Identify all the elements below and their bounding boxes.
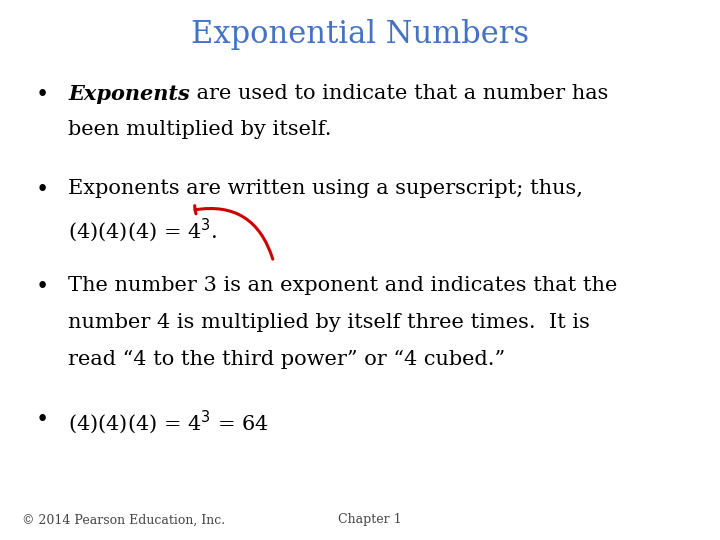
Text: •: • xyxy=(36,276,49,299)
Text: read “4 to the third power” or “4 cubed.”: read “4 to the third power” or “4 cubed.… xyxy=(68,350,505,369)
Text: Exponents are written using a superscript; thus,: Exponents are written using a superscrip… xyxy=(68,179,583,198)
Text: •: • xyxy=(36,84,49,106)
Text: Exponents: Exponents xyxy=(68,84,190,104)
Text: Exponential Numbers: Exponential Numbers xyxy=(191,19,529,50)
Text: The number 3 is an exponent and indicates that the: The number 3 is an exponent and indicate… xyxy=(68,276,618,295)
Text: © 2014 Pearson Education, Inc.: © 2014 Pearson Education, Inc. xyxy=(22,514,225,526)
Text: •: • xyxy=(36,179,49,201)
Text: •: • xyxy=(36,409,49,431)
Text: (4)(4)(4) = 4$^{3}$.: (4)(4)(4) = 4$^{3}$. xyxy=(68,216,218,244)
Text: been multiplied by itself.: been multiplied by itself. xyxy=(68,120,332,139)
Text: are used to indicate that a number has: are used to indicate that a number has xyxy=(190,84,608,103)
Text: number 4 is multiplied by itself three times.  It is: number 4 is multiplied by itself three t… xyxy=(68,313,590,332)
Text: (4)(4)(4) = 4$^{3}$ = 64: (4)(4)(4) = 4$^{3}$ = 64 xyxy=(68,409,269,436)
Text: Chapter 1: Chapter 1 xyxy=(338,514,402,526)
